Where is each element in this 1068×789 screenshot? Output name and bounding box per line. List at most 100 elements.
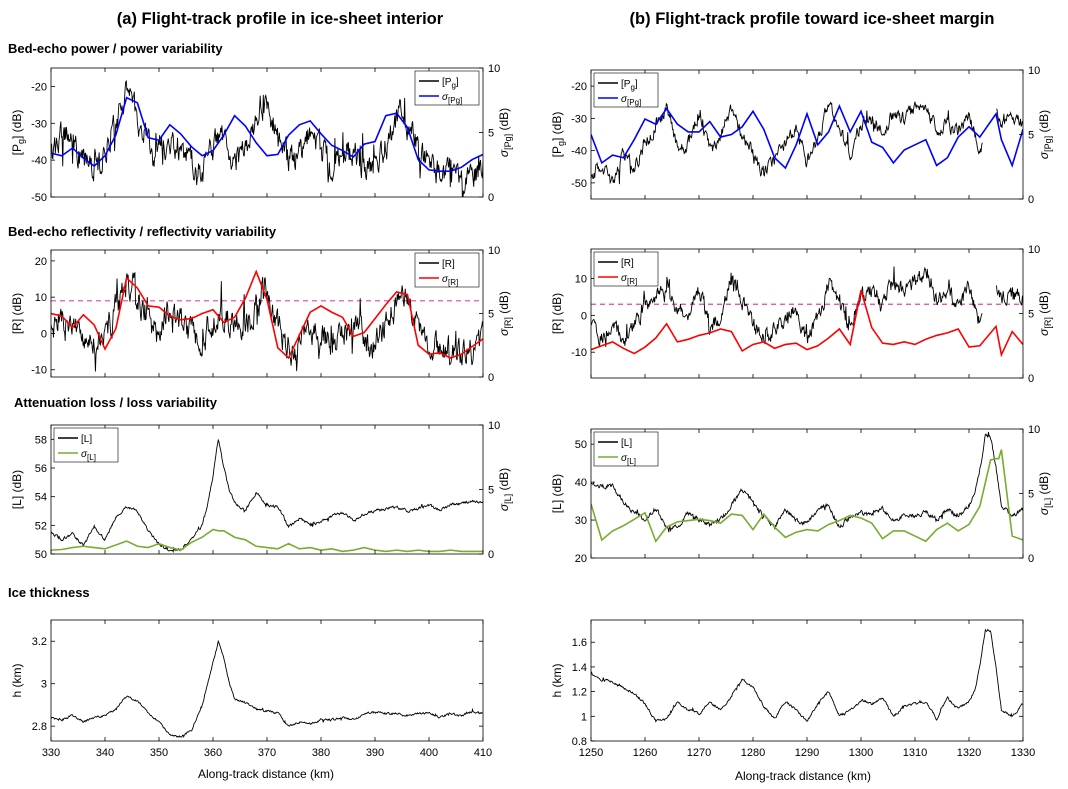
panel-a-thick: 330 340 350 360 370 380 390 400 410 2.8 3 3.2 h (km)	[10, 619, 492, 759]
y-axis-label-left: [Pg] (dB)	[550, 112, 566, 158]
y-tick-label: -30	[571, 113, 587, 125]
series-line-a-thick-main	[51, 639, 483, 738]
x-tick-label: 370	[258, 747, 276, 759]
y-tick-right-label: 0	[488, 192, 494, 204]
panel-a-loss: 50 52 54 56 58 0 5 10 σ[L] (dB) [L] (dB) [L] σ[L]	[10, 420, 513, 561]
x-tick-label: 1290	[795, 747, 819, 759]
y-axis-label-right: σ[L] (dB)	[1037, 472, 1053, 515]
x-tick-label: 380	[312, 747, 330, 759]
legend: [R] σ[R]	[414, 252, 480, 288]
y-tick-right-label: 0	[1028, 553, 1034, 565]
x-tick-label: 1310	[903, 747, 927, 759]
y-tick-label: -10	[31, 365, 47, 377]
series-line-a-loss-sigma	[51, 528, 483, 553]
y-tick-label: 0	[41, 328, 47, 340]
y-axis-label-left: h (km)	[10, 664, 24, 698]
series-line-a-refl-main	[51, 271, 483, 372]
y-axis-label-left: [R] (dB)	[10, 293, 24, 334]
axes-box	[590, 619, 1024, 742]
y-axis-label-left: [L] (dB)	[550, 474, 564, 513]
x-tick-label: 1280	[741, 747, 765, 759]
row-title-power: Bed-echo power / power variability	[8, 41, 223, 56]
series-line-a-loss-main	[51, 438, 483, 554]
panel-b-refl: -10 0 10 0 5 10 σ[R] (dB) [R] (dB) [R] σ[R]	[550, 244, 1053, 385]
y-axis-label-right: σ[Pg] (dB)	[497, 108, 513, 157]
legend-label: [R]	[442, 259, 455, 270]
y-tick-right-label: 10	[488, 420, 500, 432]
y-tick-label: 40	[575, 477, 587, 489]
legend-label: σ[Pg]	[621, 94, 641, 107]
y-tick-right-label: 5	[1028, 309, 1034, 321]
series-line-a-refl-sigma	[51, 269, 483, 360]
series-line-a-power-sigma	[51, 96, 483, 172]
y-axis-label-right: σ[R] (dB)	[497, 291, 513, 336]
y-axis-label-left: h (km)	[550, 664, 564, 698]
y-tick-right-label: 0	[1028, 194, 1034, 206]
y-tick-right-label: 0	[1028, 373, 1034, 385]
legend: [L] σ[L]	[593, 431, 659, 467]
column-title-a: (a) Flight-track profile in ice-sheet in…	[117, 10, 444, 28]
y-tick-label: 20	[35, 256, 47, 268]
y-tick-label: -40	[31, 155, 47, 167]
y-tick-label: 54	[35, 492, 47, 504]
legend-label: [Pg]	[442, 77, 459, 90]
x-tick-label: 1270	[687, 747, 711, 759]
y-tick-label: 30	[575, 515, 587, 527]
y-tick-right-label: 5	[488, 485, 494, 497]
legend-label: [L]	[81, 434, 92, 445]
legend-label: [L]	[621, 438, 632, 449]
series-line-b-loss-sigma	[591, 449, 1023, 543]
x-tick-label: 350	[150, 747, 168, 759]
series-line-b-refl-sigma	[591, 290, 1023, 358]
series-line-b-thick-main	[591, 628, 1023, 723]
y-tick-label: 10	[35, 292, 47, 304]
legend: [Pg] σ[Pg]	[414, 70, 480, 106]
panel-b-power: -50 -40 -30 -20 0 5 10 σ[Pg] (dB) [Pg] (dB) [Pg] σ…	[550, 65, 1053, 206]
y-tick-label: 52	[35, 520, 47, 532]
legend-label: σ[R]	[621, 273, 637, 286]
panel-b-loss: 20 30 40 50 0 5 10 σ[L] (dB) [L] (dB) [L] σ[L]	[550, 424, 1053, 565]
y-tick-label: 20	[575, 553, 587, 565]
y-tick-label: 56	[35, 463, 47, 475]
x-tick-label: 410	[474, 747, 492, 759]
legend: [R] σ[R]	[593, 251, 659, 287]
series-line-b-refl-main	[591, 266, 1023, 348]
y-tick-label: -20	[31, 81, 47, 93]
y-tick-label: 50	[575, 439, 587, 451]
y-tick-right-label: 5	[1028, 130, 1034, 142]
row-title-thickness: Ice thickness	[8, 585, 90, 600]
y-tick-label: 50	[35, 549, 47, 561]
y-tick-label: 10	[575, 273, 587, 285]
y-tick-right-label: 10	[488, 63, 500, 75]
panel-b-thick: 1250 1260 1270 1280 1290 1300 1310 1320 1330 0.8 1…	[550, 619, 1035, 759]
legend: [Pg] σ[Pg]	[593, 72, 659, 108]
column-title-b: (b) Flight-track profile toward ice-shee…	[630, 10, 995, 28]
row-title-attenuation: Attenuation loss / loss variability	[14, 395, 218, 410]
y-tick-right-label: 0	[488, 372, 494, 384]
y-tick-right-label: 5	[488, 128, 494, 140]
y-tick-label: 1	[581, 711, 587, 723]
y-tick-label: 1.6	[572, 637, 587, 649]
y-tick-right-label: 10	[1028, 424, 1040, 436]
panel-a-refl: -10 0 10 20 0 5 10 σ[R] (dB) [R] (dB) [R] σ[R]	[10, 245, 513, 384]
legend-box	[414, 252, 480, 288]
y-axis-label-right: σ[R] (dB)	[1037, 291, 1053, 336]
legend-label: σ[Pg]	[442, 92, 462, 105]
x-tick-label: 1250	[579, 747, 603, 759]
x-tick-label: 1320	[957, 747, 981, 759]
y-tick-label: 3.2	[32, 636, 47, 648]
y-axis-label-left: [L] (dB)	[10, 470, 24, 509]
y-tick-label: 1.2	[572, 687, 587, 699]
y-tick-right-label: 10	[1028, 244, 1040, 256]
x-axis-label-a: Along-track distance (km)	[198, 767, 334, 781]
y-tick-right-label: 5	[488, 309, 494, 321]
legend-label: [R]	[621, 258, 634, 269]
series-line-a-power-main	[51, 79, 483, 197]
series-line-b-power-sigma	[591, 104, 1023, 170]
x-tick-label: 400	[420, 747, 438, 759]
legend-box	[593, 251, 659, 287]
y-tick-label: -50	[31, 192, 47, 204]
legend-box	[414, 70, 480, 106]
